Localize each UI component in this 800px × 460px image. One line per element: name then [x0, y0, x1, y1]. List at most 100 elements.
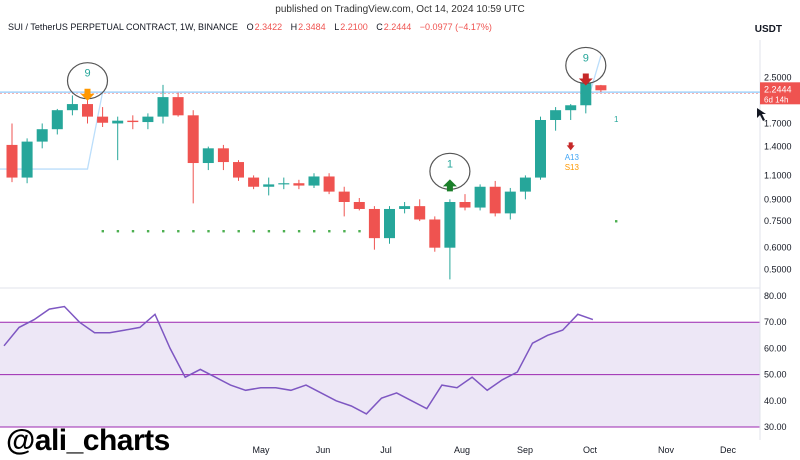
candle[interactable] — [489, 180, 501, 217]
candle-body — [112, 120, 124, 124]
support-dot — [101, 230, 104, 233]
close-value: 2.2444 — [383, 22, 412, 32]
candle-body — [429, 219, 441, 248]
month-label: Dec — [720, 445, 737, 455]
candle-body — [142, 116, 154, 123]
candle[interactable] — [97, 107, 109, 128]
s13-label: S13 — [565, 163, 580, 172]
arrow-down-icon — [578, 73, 593, 86]
price-tag-box — [760, 82, 800, 105]
candle[interactable] — [293, 179, 305, 190]
price-tag-countdown: 6d 14h — [764, 95, 788, 104]
candle[interactable] — [142, 113, 154, 130]
open-value: 2.3422 — [254, 22, 283, 32]
candle-body — [66, 104, 78, 111]
candle[interactable] — [51, 108, 63, 135]
candle[interactable] — [595, 84, 607, 93]
low-value: 2.2100 — [340, 22, 368, 32]
price-tick-label: 0.5000 — [764, 264, 792, 274]
candle[interactable] — [519, 175, 531, 200]
close-label: C — [376, 22, 383, 32]
price-tick-label: 0.9000 — [764, 194, 792, 204]
month-label: Oct — [583, 445, 598, 455]
support-dot — [297, 230, 301, 233]
support-dot — [615, 220, 618, 223]
arrow-down-icon — [80, 88, 95, 101]
price-tick-label: 1.7000 — [764, 118, 792, 128]
candle[interactable] — [368, 206, 380, 250]
candle-body — [172, 97, 184, 116]
candle[interactable] — [187, 110, 199, 204]
support-dot — [313, 230, 316, 233]
support-dot — [116, 230, 120, 233]
rsi-tick-label: 70.00 — [764, 317, 787, 327]
month-label: Jul — [380, 445, 392, 455]
candle[interactable] — [308, 173, 320, 188]
candle[interactable] — [565, 104, 577, 120]
candle-body — [233, 162, 244, 178]
support-dot — [343, 230, 346, 233]
candle[interactable] — [414, 199, 426, 222]
support-dot — [328, 230, 331, 233]
candle-body — [399, 206, 411, 209]
candle[interactable] — [550, 107, 562, 131]
candle-body — [248, 177, 260, 187]
month-label: Sep — [517, 445, 533, 455]
candle[interactable] — [217, 144, 229, 171]
high-label: H — [290, 22, 298, 32]
candle-body — [82, 104, 93, 117]
candle-body — [127, 120, 139, 123]
candle-body — [97, 116, 109, 123]
candle[interactable] — [474, 184, 486, 211]
candle[interactable] — [66, 95, 78, 116]
low-label: L — [334, 22, 340, 32]
candle-body — [36, 129, 48, 142]
candle[interactable] — [323, 173, 335, 195]
candle[interactable] — [399, 201, 411, 214]
candle[interactable] — [6, 123, 18, 183]
month-label: May — [252, 445, 270, 455]
candle-body — [504, 191, 516, 214]
td-count-label: 1 — [447, 158, 453, 170]
candle[interactable] — [444, 199, 456, 280]
currency-label[interactable]: USDT — [754, 24, 782, 35]
candle[interactable] — [353, 197, 365, 211]
candle[interactable] — [36, 123, 48, 149]
candle[interactable] — [233, 160, 244, 181]
candle[interactable] — [459, 194, 471, 211]
candle[interactable] — [157, 84, 169, 124]
support-dot — [162, 230, 165, 233]
support-dot — [267, 230, 271, 233]
candle[interactable] — [21, 138, 33, 184]
candle[interactable] — [384, 206, 395, 244]
candle[interactable] — [429, 216, 441, 252]
candle[interactable] — [202, 146, 214, 171]
candle-body — [263, 184, 275, 187]
support-dot — [131, 230, 135, 233]
candle-body — [368, 208, 380, 239]
candle[interactable] — [112, 116, 124, 161]
candle[interactable] — [504, 187, 516, 220]
candle-body — [489, 186, 501, 214]
candle-body — [535, 119, 546, 178]
support-dot — [237, 230, 240, 233]
candle-body — [414, 206, 426, 220]
candle[interactable] — [172, 92, 184, 117]
candle[interactable] — [338, 186, 350, 217]
change-value: −0.0977 (−4.17%) — [419, 22, 492, 32]
arrow-up-icon — [442, 179, 457, 192]
candle[interactable] — [278, 177, 290, 190]
candle-body — [474, 186, 486, 208]
candle-body — [353, 201, 365, 209]
rsi-tick-label: 40.00 — [764, 396, 787, 406]
candle-body — [51, 110, 63, 130]
support-dot — [177, 230, 180, 233]
candle[interactable] — [535, 116, 546, 180]
price-tick-label: 1.4000 — [764, 142, 792, 152]
price-tag-value: 2.2444 — [764, 84, 792, 94]
candle[interactable] — [248, 175, 260, 190]
candle[interactable] — [263, 177, 275, 196]
support-dot — [222, 230, 225, 233]
candle[interactable] — [127, 115, 139, 130]
